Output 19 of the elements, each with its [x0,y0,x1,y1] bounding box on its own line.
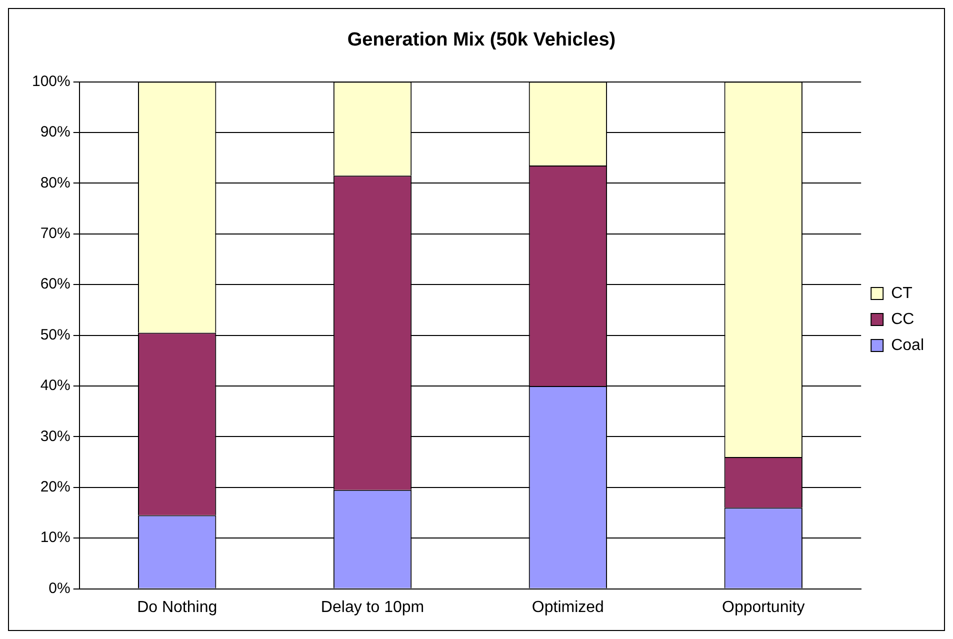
x-tick-label: Delay to 10pm [320,598,424,616]
y-tick-label: 30% [40,428,70,445]
y-tick-label: 40% [40,377,70,394]
x-tick-label: Optimized [532,598,604,616]
y-tick-label: 80% [40,174,70,192]
y-tick-label: 0% [48,580,70,597]
legend-label: Coal [891,336,924,354]
chart-title: Generation Mix (50k Vehicles) [347,30,616,51]
legend-label: CC [891,310,914,328]
y-tick-label: 90% [40,124,70,141]
y-tick-label: 50% [40,326,70,344]
y-tick-label: 60% [40,276,70,293]
y-tick-label: 20% [40,478,70,496]
y-tick-label: 10% [40,529,70,546]
y-tick-label: 100% [32,72,70,90]
legend-label: CT [891,284,913,302]
x-tick-label: Opportunity [722,598,805,616]
y-tick-label: 70% [40,225,70,242]
x-tick-label: Do Nothing [137,598,218,616]
